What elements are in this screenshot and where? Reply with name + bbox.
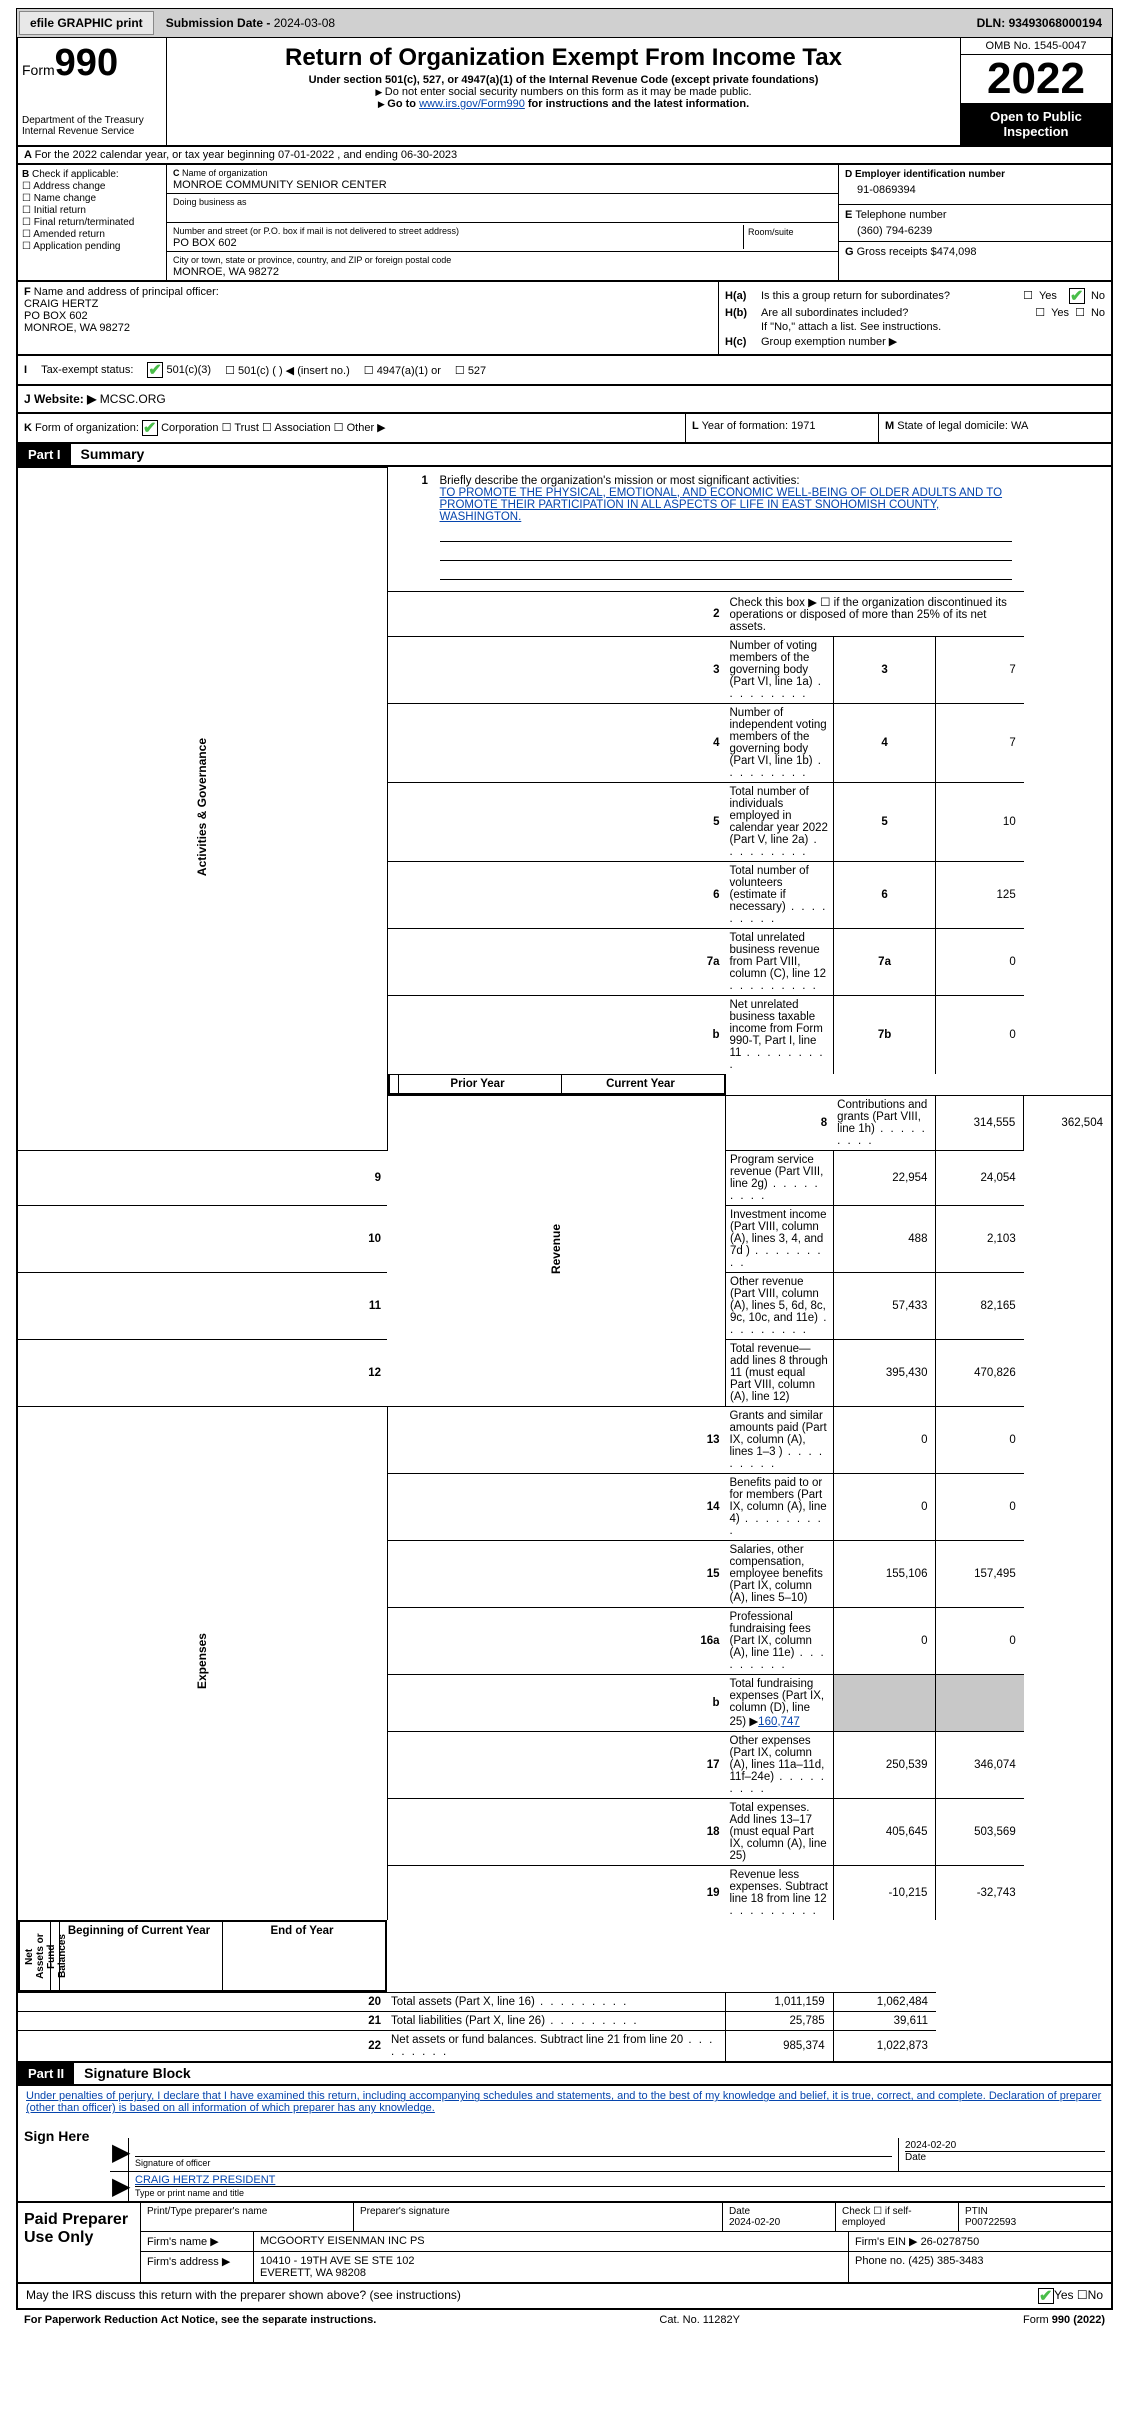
year-of-formation: L Year of formation: 1971 (686, 414, 879, 442)
org-name: MONROE COMMUNITY SENIOR CENTER (173, 179, 387, 191)
section-c: C Name of organizationMONROE COMMUNITY S… (167, 165, 839, 280)
top-bar: efile GRAPHIC print Submission Date - 20… (16, 8, 1113, 38)
side-revenue: Revenue (549, 1216, 563, 1282)
efile-print-button[interactable]: efile GRAPHIC print (19, 11, 154, 35)
side-expenses: Expenses (195, 1625, 209, 1697)
discuss-yes-checkbox[interactable] (1038, 2288, 1054, 2304)
chk-pending[interactable]: Application pending (22, 241, 162, 252)
form-header: Form990 Department of the Treasury Inter… (16, 38, 1113, 147)
part-2-header: Part IISignature Block (16, 2063, 1113, 2086)
firm-name: MCGOORTY EISENMAN INC PS (254, 2232, 849, 2251)
mission-text: TO PROMOTE THE PHYSICAL, EMOTIONAL, AND … (440, 487, 1003, 523)
side-net-assets: Net Assets or Fund Balances (24, 1925, 68, 1988)
row-a-tax-year: A For the 2022 calendar year, or tax yea… (16, 147, 1113, 165)
chk-initial-return[interactable]: Initial return (22, 205, 162, 216)
section-b: B Check if applicable: Address change Na… (18, 165, 167, 280)
omb-number: OMB No. 1545-0047 (961, 38, 1111, 55)
section-f: F Name and address of principal officer:… (18, 282, 719, 354)
gross-receipts: 474,098 (937, 246, 977, 258)
submission-date: Submission Date - 2024-03-08 (156, 12, 345, 34)
telephone: (360) 794-6239 (845, 221, 1105, 237)
part-1-header: Part ISummary (16, 444, 1113, 467)
form-title: Return of Organization Exempt From Incom… (171, 44, 956, 72)
chk-corporation[interactable] (142, 420, 158, 436)
ein: 91-0869394 (845, 180, 1105, 200)
website: MCSC.ORG (100, 392, 166, 406)
form-subtitle: Under section 501(c), 527, or 4947(a)(1)… (171, 74, 956, 86)
officer-signature-name: CRAIG HERTZ PRESIDENT (135, 2174, 275, 2186)
paid-preparer-block: Paid Preparer Use Only Print/Type prepar… (16, 2203, 1113, 2284)
chk-name-change[interactable]: Name change (22, 193, 162, 204)
link-note: Go to www.irs.gov/Form990 for instructio… (171, 98, 956, 110)
side-activities-governance: Activities & Governance (195, 730, 209, 884)
street-address: PO BOX 602 (173, 237, 237, 249)
chk-501c3[interactable] (147, 362, 163, 378)
section-d: D Employer identification number 91-0869… (839, 165, 1111, 280)
row-j-website: J Website: ▶ MCSC.ORG (16, 386, 1113, 414)
row-i-tax-status: ITax-exempt status: 501(c)(3) ☐ 501(c) (… (16, 356, 1113, 386)
footer: For Paperwork Reduction Act Notice, see … (16, 2310, 1113, 2330)
open-to-public: Open to Public Inspection (961, 103, 1111, 145)
irs-link[interactable]: www.irs.gov/Form990 (419, 98, 525, 110)
tax-year: 2022 (961, 55, 1111, 103)
h-a-no-checkbox[interactable] (1069, 288, 1085, 304)
chk-final-return[interactable]: Final return/terminated (22, 217, 162, 228)
room-suite: Room/suite (744, 225, 832, 249)
chk-address-change[interactable]: Address change (22, 181, 162, 192)
state-domicile: M State of legal domicile: WA (879, 414, 1111, 442)
declaration-text: Under penalties of perjury, I declare th… (16, 2086, 1113, 2118)
officer-name: CRAIG HERTZ (24, 298, 98, 310)
dept-treasury: Department of the Treasury Internal Reve… (22, 115, 162, 137)
row-k-org-form: K Form of organization: Corporation ☐ Tr… (18, 414, 686, 442)
summary-table: Activities & Governance 1Briefly describ… (18, 467, 1111, 2061)
chk-amended[interactable]: Amended return (22, 229, 162, 240)
dln: DLN: 93493068000194 (967, 12, 1112, 34)
may-irs-discuss: May the IRS discuss this return with the… (16, 2284, 1113, 2310)
sign-here-block: Sign Here ▶ Signature of officer 2024-02… (16, 2118, 1113, 2203)
ssn-note: Do not enter social security numbers on … (171, 86, 956, 98)
section-h: H(a)Is this a group return for subordina… (719, 282, 1111, 354)
form-number: Form990 (22, 42, 162, 85)
city-state-zip: MONROE, WA 98272 (173, 266, 279, 278)
